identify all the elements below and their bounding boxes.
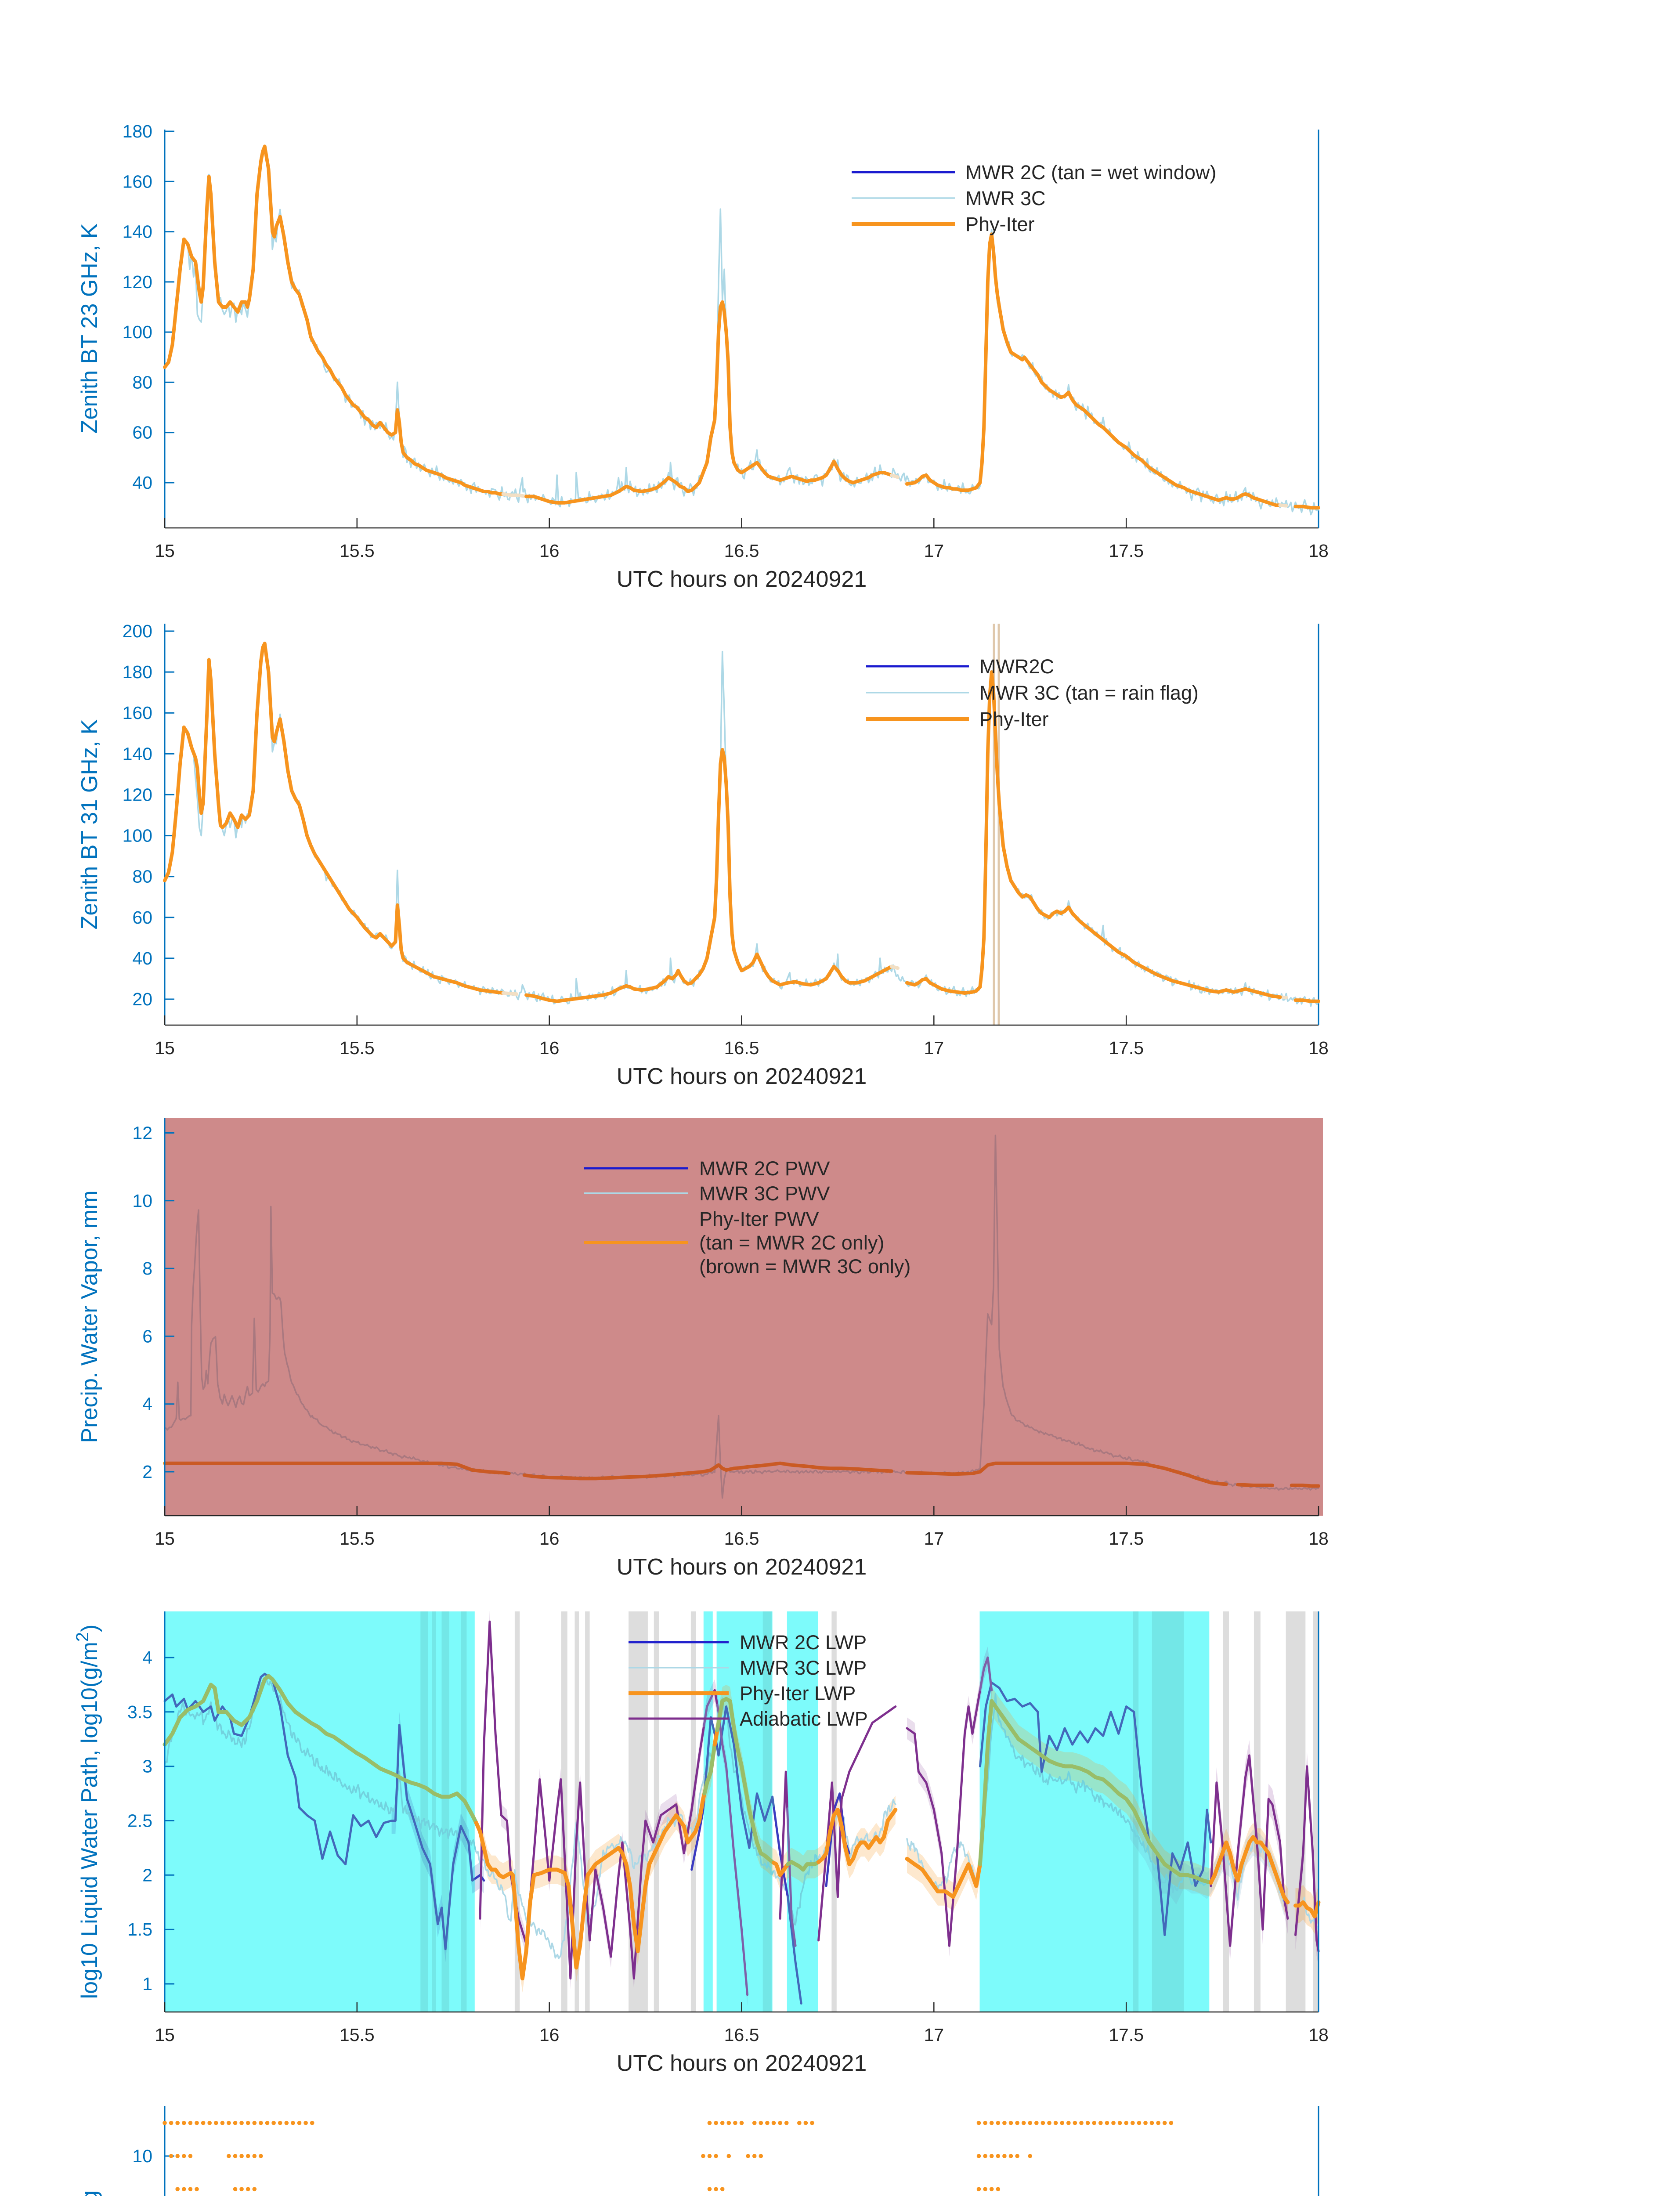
svg-text:15: 15	[155, 1038, 175, 1058]
svg-text:60: 60	[132, 423, 152, 443]
svg-text:18: 18	[1308, 541, 1329, 561]
svg-text:4: 4	[142, 1394, 152, 1414]
svg-text:1: 1	[142, 1974, 152, 1994]
svg-text:Phy-Iter LWP: Phy-Iter LWP	[740, 1682, 856, 1705]
svg-text:(tan = MWR 2C only): (tan = MWR 2C only)	[699, 1232, 884, 1254]
svg-text:80: 80	[132, 867, 152, 887]
svg-text:17.5: 17.5	[1109, 1528, 1144, 1549]
svg-text:160: 160	[123, 703, 152, 723]
svg-text:17: 17	[924, 1038, 944, 1058]
svg-text:MWR 2C LWP: MWR 2C LWP	[740, 1631, 867, 1654]
svg-text:17.5: 17.5	[1109, 2025, 1144, 2045]
svg-text:160: 160	[123, 171, 152, 191]
svg-text:UTC hours on 20240921: UTC hours on 20240921	[617, 567, 867, 592]
svg-text:16.5: 16.5	[724, 1528, 759, 1549]
svg-text:17.5: 17.5	[1109, 541, 1144, 561]
svg-text:17: 17	[924, 541, 944, 561]
svg-text:3.5: 3.5	[127, 1702, 152, 1722]
svg-text:17: 17	[924, 1528, 944, 1549]
svg-text:140: 140	[123, 222, 152, 242]
svg-text:16: 16	[539, 2025, 560, 2045]
svg-text:8: 8	[142, 1258, 152, 1279]
svg-text:100: 100	[123, 826, 152, 846]
svg-text:3: 3	[142, 1756, 152, 1777]
svg-text:2: 2	[142, 1865, 152, 1885]
svg-text:MWR 2C PWV: MWR 2C PWV	[699, 1157, 830, 1180]
svg-text:120: 120	[123, 272, 152, 292]
svg-text:6: 6	[142, 1326, 152, 1346]
svg-text:15: 15	[155, 541, 175, 561]
svg-text:Phy-Iter PWV: Phy-Iter PWV	[699, 1208, 819, 1230]
svg-text:15.5: 15.5	[340, 1038, 375, 1058]
svg-text:16.5: 16.5	[724, 1038, 759, 1058]
svg-text:MWR2C: MWR2C	[979, 655, 1054, 678]
svg-text:Phy-Iter: Phy-Iter	[979, 708, 1049, 730]
svg-text:UTC hours on 20240921: UTC hours on 20240921	[617, 1064, 867, 1089]
svg-text:UTC hours on 20240921: UTC hours on 20240921	[617, 2051, 867, 2076]
svg-text:10: 10	[132, 1191, 152, 1211]
svg-text:12: 12	[132, 1123, 152, 1143]
svg-text:Zenith BT 23 GHz, K: Zenith BT 23 GHz, K	[77, 223, 102, 433]
svg-text:17.5: 17.5	[1109, 1038, 1144, 1058]
svg-text:16: 16	[539, 1528, 560, 1549]
svg-text:120: 120	[123, 784, 152, 805]
svg-text:80: 80	[132, 372, 152, 392]
svg-text:2: 2	[142, 1462, 152, 1482]
svg-text:40: 40	[132, 473, 152, 493]
svg-text:18: 18	[1308, 1038, 1329, 1058]
svg-text:MWR 3C (tan = rain flag): MWR 3C (tan = rain flag)	[979, 682, 1199, 704]
svg-text:200: 200	[123, 621, 152, 641]
svg-text:MWR 3C: MWR 3C	[965, 187, 1045, 209]
svg-text:16: 16	[539, 541, 560, 561]
svg-text:15: 15	[155, 2025, 175, 2045]
svg-text:15.5: 15.5	[340, 1528, 375, 1549]
svg-text:MWR Phy Iter DQ Flag: MWR Phy Iter DQ Flag	[77, 2190, 102, 2196]
svg-text:140: 140	[123, 744, 152, 764]
svg-text:16.5: 16.5	[724, 2025, 759, 2045]
svg-text:MWR 2C (tan = wet window): MWR 2C (tan = wet window)	[965, 161, 1216, 184]
svg-text:MWR 3C PWV: MWR 3C PWV	[699, 1182, 830, 1205]
svg-text:18: 18	[1308, 1528, 1329, 1549]
svg-text:2.5: 2.5	[127, 1811, 152, 1831]
svg-text:4: 4	[142, 1647, 152, 1668]
svg-text:180: 180	[123, 121, 152, 141]
svg-text:1.5: 1.5	[127, 1919, 152, 1940]
svg-text:log10 Liquid Water Path, log10: log10 Liquid Water Path, log10(g/m2)	[73, 1625, 102, 1999]
svg-text:15.5: 15.5	[340, 541, 375, 561]
svg-text:10: 10	[132, 2146, 152, 2166]
svg-text:16: 16	[539, 1038, 560, 1058]
svg-text:15: 15	[155, 1528, 175, 1549]
svg-text:20: 20	[132, 989, 152, 1009]
svg-text:15.5: 15.5	[340, 2025, 375, 2045]
svg-text:UTC hours on 20240921: UTC hours on 20240921	[617, 1554, 867, 1580]
svg-text:Precip. Water Vapor, mm: Precip. Water Vapor, mm	[77, 1190, 102, 1443]
svg-text:100: 100	[123, 322, 152, 342]
svg-text:180: 180	[123, 662, 152, 682]
svg-text:17: 17	[924, 2025, 944, 2045]
svg-text:18: 18	[1308, 2025, 1329, 2045]
svg-text:Phy-Iter: Phy-Iter	[965, 213, 1035, 235]
svg-text:(brown = MWR 3C only): (brown = MWR 3C only)	[699, 1255, 910, 1278]
svg-text:60: 60	[132, 907, 152, 928]
svg-text:16.5: 16.5	[724, 541, 759, 561]
svg-text:Adiabatic LWP: Adiabatic LWP	[740, 1708, 868, 1730]
svg-text:Zenith BT 31 GHz, K: Zenith BT 31 GHz, K	[77, 719, 102, 929]
svg-text:40: 40	[132, 948, 152, 968]
svg-text:MWR 3C LWP: MWR 3C LWP	[740, 1657, 867, 1679]
